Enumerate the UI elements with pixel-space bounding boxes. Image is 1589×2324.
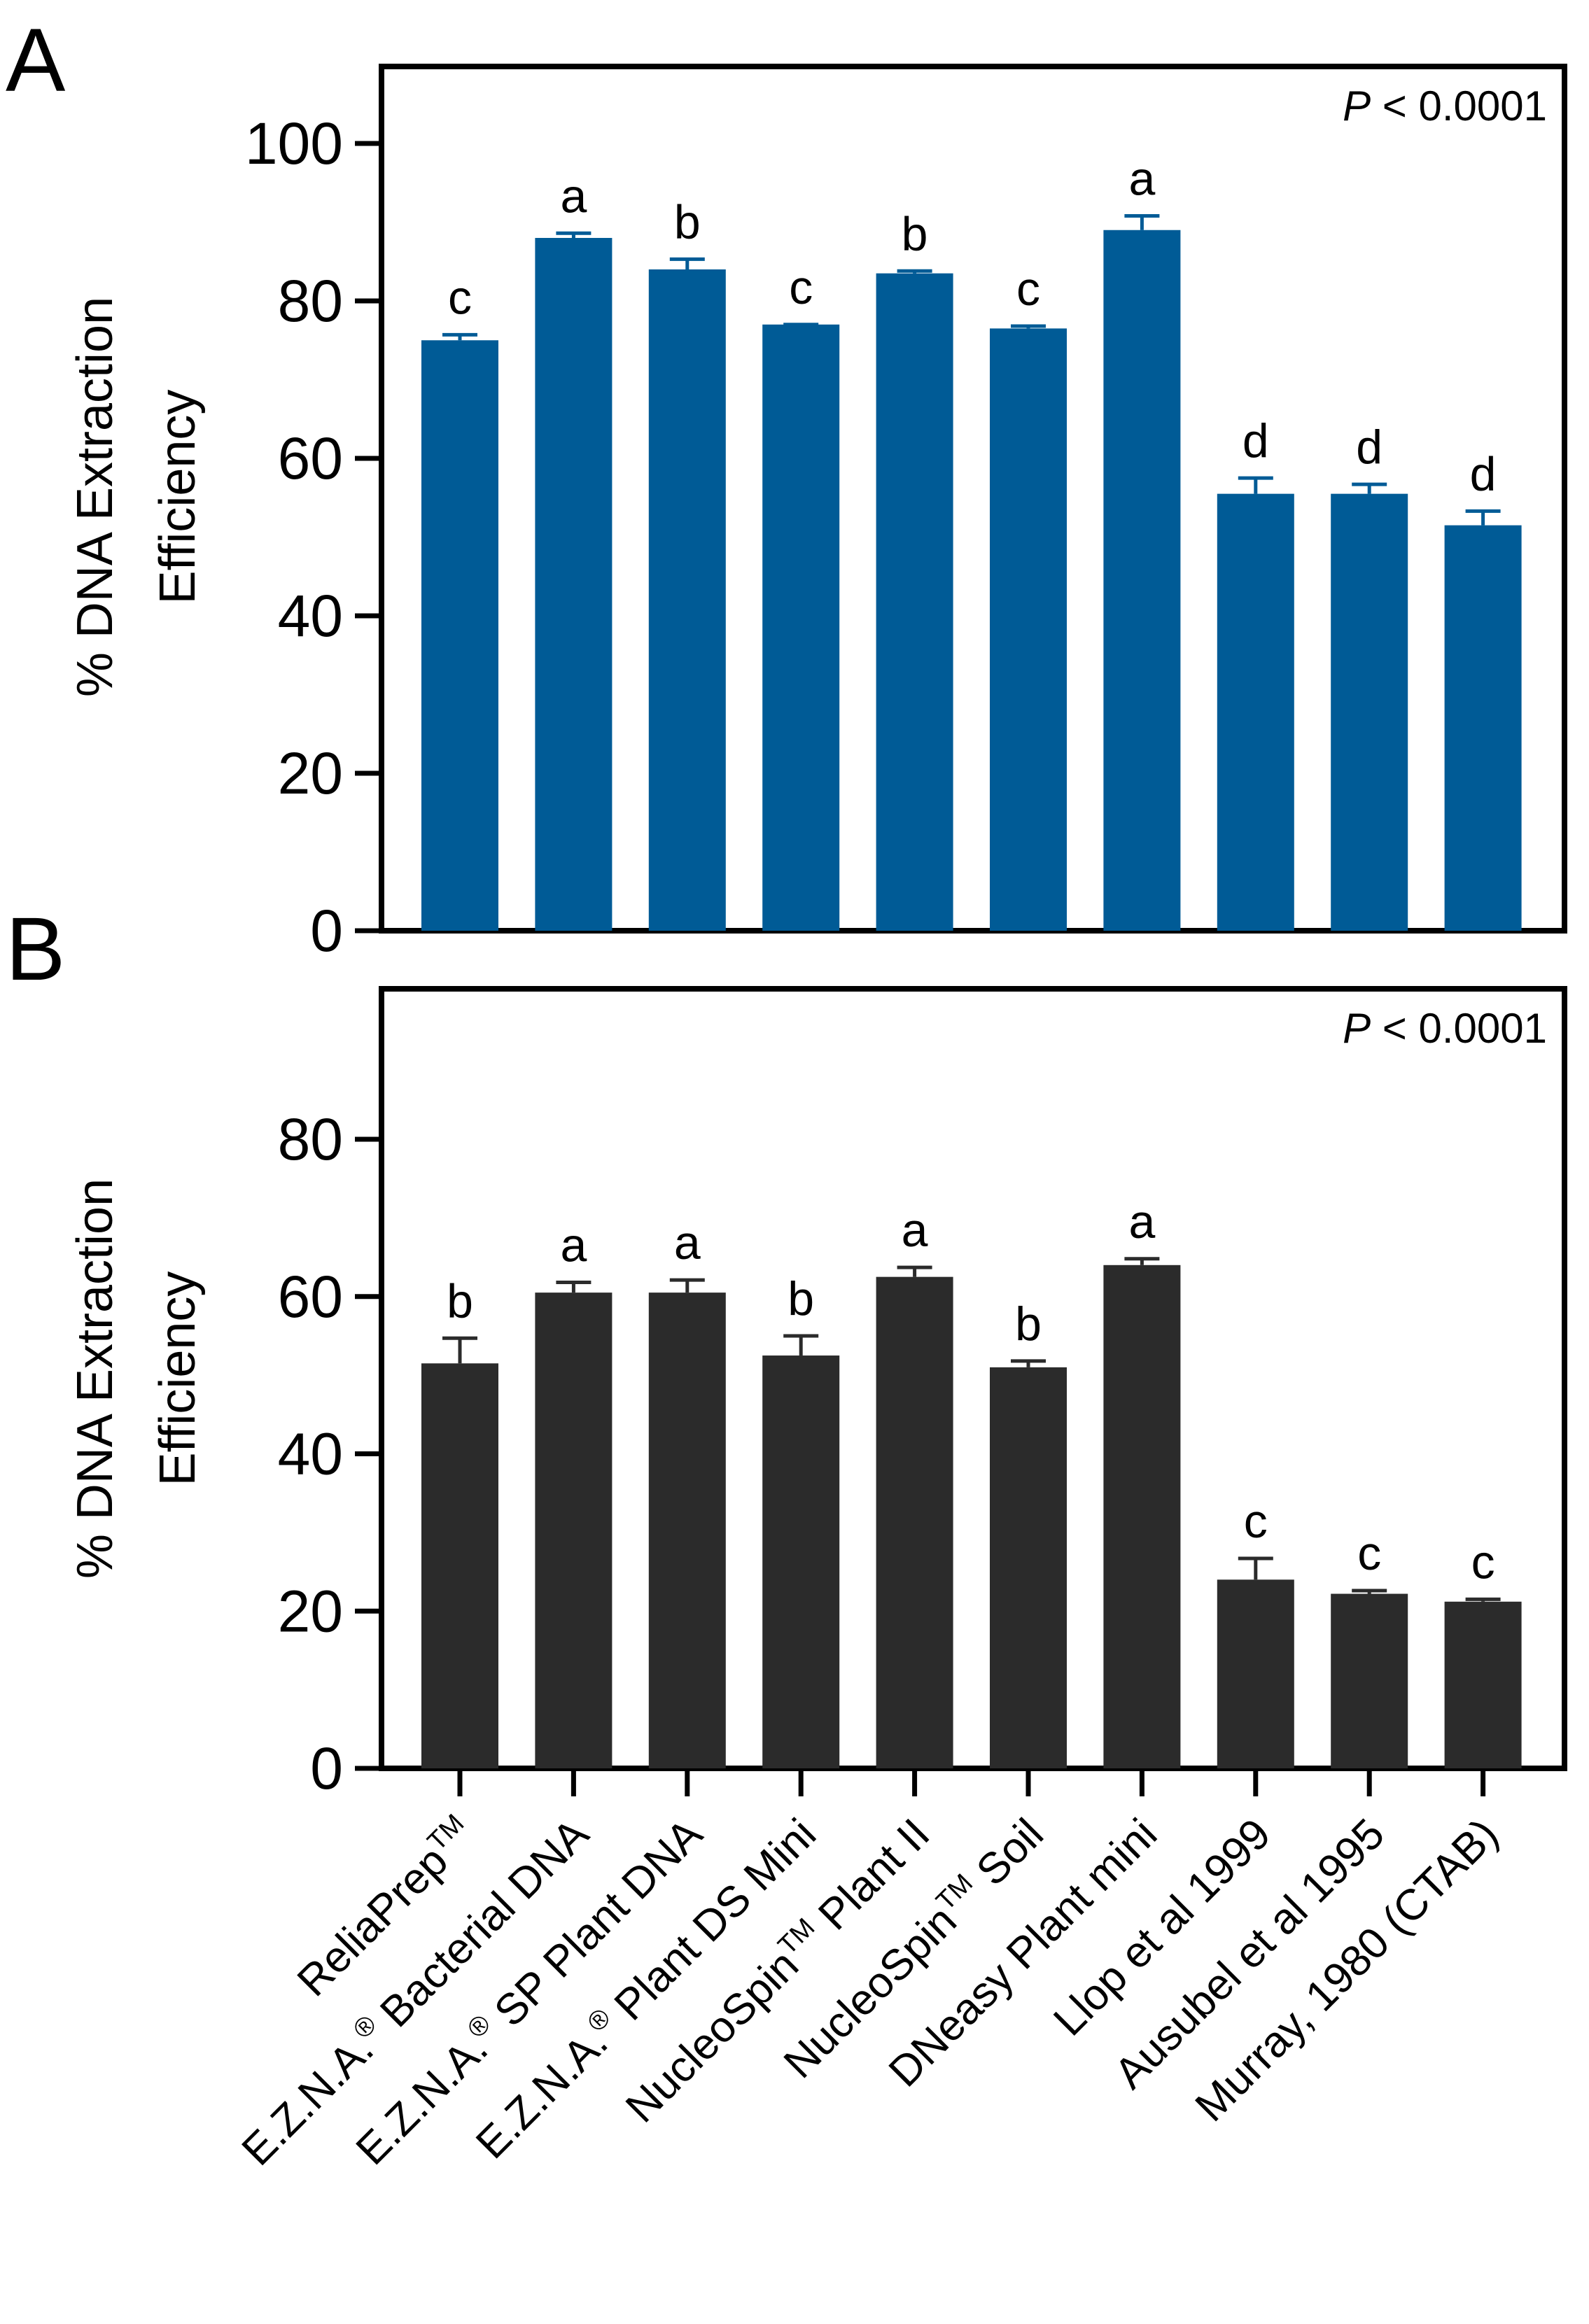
- panel-b-significance-letter: a: [674, 1216, 701, 1269]
- panel-b-y-tick-label: 40: [278, 1421, 343, 1487]
- panel-b-significance-letter: c: [1471, 1535, 1495, 1589]
- panel-b-y-axis-label-line1: % DNA Extraction: [67, 1178, 123, 1579]
- panel-a-significance-letter: b: [674, 195, 701, 248]
- panel-a-label: A: [6, 10, 66, 111]
- panel-b-significance-letter: b: [1015, 1297, 1042, 1351]
- panel-a-plot-frame: [379, 64, 1567, 934]
- panel-a-significance-letter: a: [1128, 153, 1155, 206]
- panel-a-y-tick-label: 60: [278, 425, 343, 491]
- panel-b-x-ticks: [457, 1768, 1486, 1796]
- panel-b-significance-letter: c: [1357, 1527, 1381, 1580]
- panel-a-y-tick-label: 20: [278, 740, 343, 806]
- panel-b-bar: [1331, 1593, 1408, 1768]
- panel-a-y-tick-label: 0: [310, 898, 343, 964]
- panel-b-bar: [535, 1293, 612, 1768]
- panel-b-label: B: [6, 899, 65, 999]
- panel-a-significance-letter: c: [448, 271, 472, 324]
- panel-a-bar: [421, 340, 498, 931]
- panel-b-p-value-annotation: P < 0.0001: [1343, 1005, 1547, 1052]
- panel-a-significance-letter: d: [1470, 447, 1497, 500]
- panel-b-bar: [990, 1367, 1067, 1768]
- panel-b-y-tick-label: 80: [278, 1106, 343, 1172]
- panel-a-p-threshold: < 0.0001: [1371, 83, 1547, 129]
- panel-a-bar: [1217, 493, 1294, 931]
- x-category-label-text: E.Z.N.A.: [467, 2018, 617, 2168]
- panel-b-significance-letter: a: [1128, 1195, 1155, 1248]
- panel-a-bar: [1444, 525, 1522, 931]
- panel-a-bar: [1103, 230, 1181, 931]
- panel-a-significance-letter: d: [1242, 414, 1269, 467]
- panel-b: B % DNA Extraction Efficiency P < 0.0001…: [6, 899, 1567, 1801]
- panel-a-significance-letter: d: [1356, 421, 1382, 474]
- panel-a-significance-letter: c: [789, 261, 813, 314]
- panel-a-p-value-annotation: P < 0.0001: [1343, 83, 1547, 129]
- panel-a-y-tick-label: 100: [245, 111, 343, 176]
- panel-a-significance-letter: b: [902, 207, 928, 260]
- panel-a-y-ticks: 0 20 40 60 80 100: [245, 111, 382, 964]
- panel-b-bars: b a a b a b a c c c: [421, 1195, 1522, 1768]
- panel-b-bar: [876, 1276, 953, 1768]
- panel-a-significance-letter: a: [560, 169, 587, 223]
- panel-a-y-tick-label: 80: [278, 268, 343, 334]
- panel-a-y-axis-label-line1: % DNA Extraction: [67, 297, 123, 697]
- panel-b-plot-frame: [379, 986, 1567, 1771]
- panel-b-y-axis-label-line2: Efficiency: [150, 1272, 206, 1486]
- panel-b-significance-letter: a: [902, 1204, 928, 1257]
- panel-b-bar: [1103, 1265, 1181, 1768]
- panel-b-significance-letter: c: [1244, 1495, 1268, 1548]
- panel-a-bar: [1331, 493, 1408, 931]
- panel-a-p-symbol: P: [1343, 83, 1371, 129]
- panel-b-y-ticks: 0 20 40 60 80: [278, 1106, 382, 1801]
- panel-b-p-threshold: < 0.0001: [1371, 1005, 1547, 1052]
- panel-b-y-tick-label: 0: [310, 1735, 343, 1801]
- panel-a: A % DNA Extraction Efficiency P < 0.0001…: [6, 10, 1567, 964]
- panel-b-bar: [421, 1363, 498, 1768]
- panel-a-bar: [762, 324, 840, 931]
- panel-b-significance-letter: b: [447, 1274, 473, 1328]
- panel-b-p-symbol: P: [1343, 1005, 1371, 1052]
- panel-b-bar: [648, 1293, 726, 1768]
- panel-b-bar: [1217, 1579, 1294, 1768]
- panel-b-significance-letter: b: [788, 1272, 814, 1325]
- panel-a-bar: [535, 238, 612, 931]
- panel-b-bar: [762, 1355, 840, 1768]
- panel-a-bar: [876, 273, 953, 931]
- panel-a-y-axis-label-line2: Efficiency: [150, 390, 206, 605]
- panel-a-significance-letter: c: [1016, 262, 1040, 316]
- panel-b-significance-letter: a: [560, 1219, 587, 1272]
- panel-b-bar: [1444, 1601, 1522, 1768]
- panel-b-y-tick-label: 60: [278, 1264, 343, 1330]
- panel-a-bars: c a b c b c a d d d: [421, 153, 1522, 931]
- panel-a-y-tick-label: 40: [278, 583, 343, 649]
- panel-a-bar: [990, 328, 1067, 931]
- panel-b-y-tick-label: 20: [278, 1578, 343, 1644]
- panel-a-bar: [648, 269, 726, 931]
